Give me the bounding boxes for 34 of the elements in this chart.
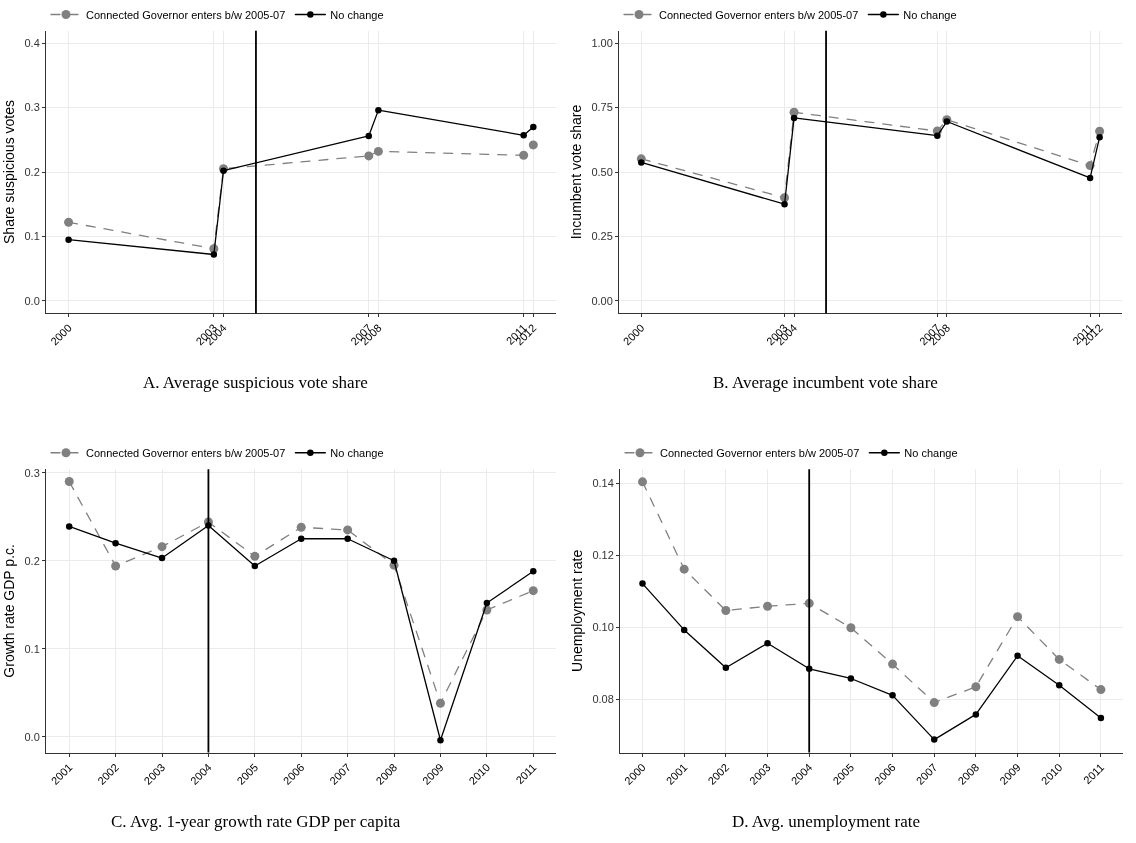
y-tick-label: 0.0 xyxy=(24,730,40,743)
y-tick-label: 0.10 xyxy=(592,621,614,634)
legend-label: Connected Governor enters b/w 2005-07 xyxy=(86,8,286,21)
text: A. Average suspicious vote share xyxy=(143,373,368,392)
legend-label: Connected Governor enters b/w 2005-07 xyxy=(660,447,860,460)
y-tick-label: 0.12 xyxy=(592,549,614,562)
y-axis-title: Incumbent vote share xyxy=(567,104,584,240)
y-tick-label: 0.1 xyxy=(24,642,40,655)
text: D. Avg. unemployment rate xyxy=(732,812,921,831)
legend-label: Connected Governor enters b/w 2005-07 xyxy=(86,447,286,460)
y-tick-label: 1.00 xyxy=(591,37,613,50)
y-tick-label: 0.00 xyxy=(591,294,613,307)
y-tick-label: 0.1 xyxy=(24,230,40,243)
y-tick-label: 0.25 xyxy=(591,230,613,243)
legend-label: No change xyxy=(904,447,958,460)
y-tick-label: 0.4 xyxy=(24,36,40,49)
y-tick-label: 0.50 xyxy=(591,165,613,178)
y-tick-label: 0.75 xyxy=(591,101,613,114)
legend-label: No change xyxy=(330,447,384,460)
text: C. Avg. 1-year growth rate GDP per capita xyxy=(111,812,401,831)
y-tick-label: 0.3 xyxy=(24,101,40,114)
legend-label: Connected Governor enters b/w 2005-07 xyxy=(659,8,859,21)
y-tick-label: 0.08 xyxy=(592,693,614,706)
legend-label: No change xyxy=(903,8,957,21)
y-tick-label: 0.2 xyxy=(24,165,40,178)
y-axis-title: Growth rate GDP p.c. xyxy=(1,544,18,678)
text: B. Average incumbent vote share xyxy=(713,373,938,392)
y-tick-label: 0.3 xyxy=(24,466,40,479)
y-tick-label: 0.0 xyxy=(24,294,40,307)
legend-label: No change xyxy=(330,8,384,21)
y-axis-title: Unemployment rate xyxy=(568,549,585,672)
y-axis-title: Share suspicious votes xyxy=(1,100,18,244)
y-tick-label: 0.14 xyxy=(592,477,614,490)
y-tick-label: 0.2 xyxy=(24,554,40,567)
